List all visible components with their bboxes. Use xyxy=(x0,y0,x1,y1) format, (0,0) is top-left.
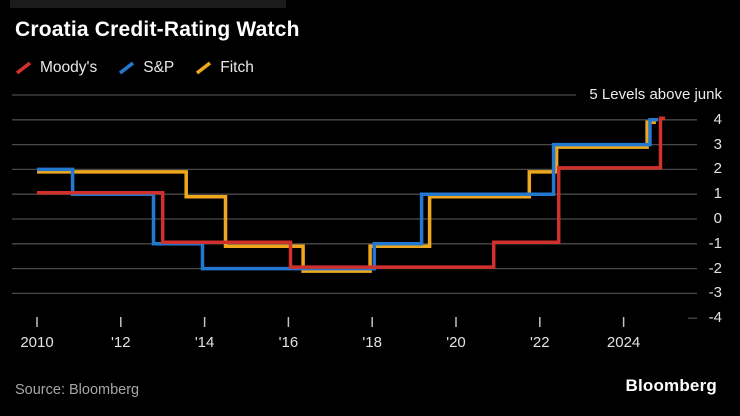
x-axis-label: '16 xyxy=(278,334,299,351)
y-axis-label: -4 xyxy=(708,309,722,327)
legend-slash-icon xyxy=(196,61,212,75)
legend-slash-icon xyxy=(15,61,32,75)
top-strip xyxy=(10,0,286,8)
y-axis-label: -1 xyxy=(708,234,722,252)
y-axis-label: 5 Levels above junk xyxy=(589,86,722,103)
x-axis-label: '22 xyxy=(530,334,550,351)
chart-title: Croatia Credit-Rating Watch xyxy=(15,18,300,41)
x-axis-label: 2010 xyxy=(20,334,54,351)
legend-label: Fitch xyxy=(220,59,254,76)
y-axis-label: 4 xyxy=(713,110,722,128)
series-line-moodys xyxy=(37,116,666,269)
y-axis-label: 1 xyxy=(713,185,722,203)
x-axis-label: '20 xyxy=(446,334,466,351)
legend: Moody's S&P Fitch xyxy=(15,59,254,77)
y-axis-label: 3 xyxy=(713,135,722,153)
series-line-fitch xyxy=(37,120,656,273)
bloomberg-logo: Bloomberg xyxy=(625,376,717,395)
legend-item-moodys: Moody's xyxy=(15,59,97,77)
source-label: Source: Bloomberg xyxy=(15,382,140,398)
y-axis-label: -2 xyxy=(708,259,722,277)
legend-slash-icon xyxy=(119,61,135,75)
legend-label: S&P xyxy=(143,59,175,76)
x-axis-label: '12 xyxy=(111,334,131,351)
y-axis-label: 0 xyxy=(713,210,722,227)
legend-item-fitch: Fitch xyxy=(195,59,254,77)
legend-label: Moody's xyxy=(40,59,98,76)
y-axis-label: -3 xyxy=(708,284,722,302)
x-axis-label: '14 xyxy=(194,334,215,351)
x-axis-label: 2024 xyxy=(606,334,641,351)
x-axis-label: '18 xyxy=(362,334,382,351)
legend-item-sp: S&P xyxy=(118,59,174,77)
y-axis-label: 2 xyxy=(713,160,722,178)
